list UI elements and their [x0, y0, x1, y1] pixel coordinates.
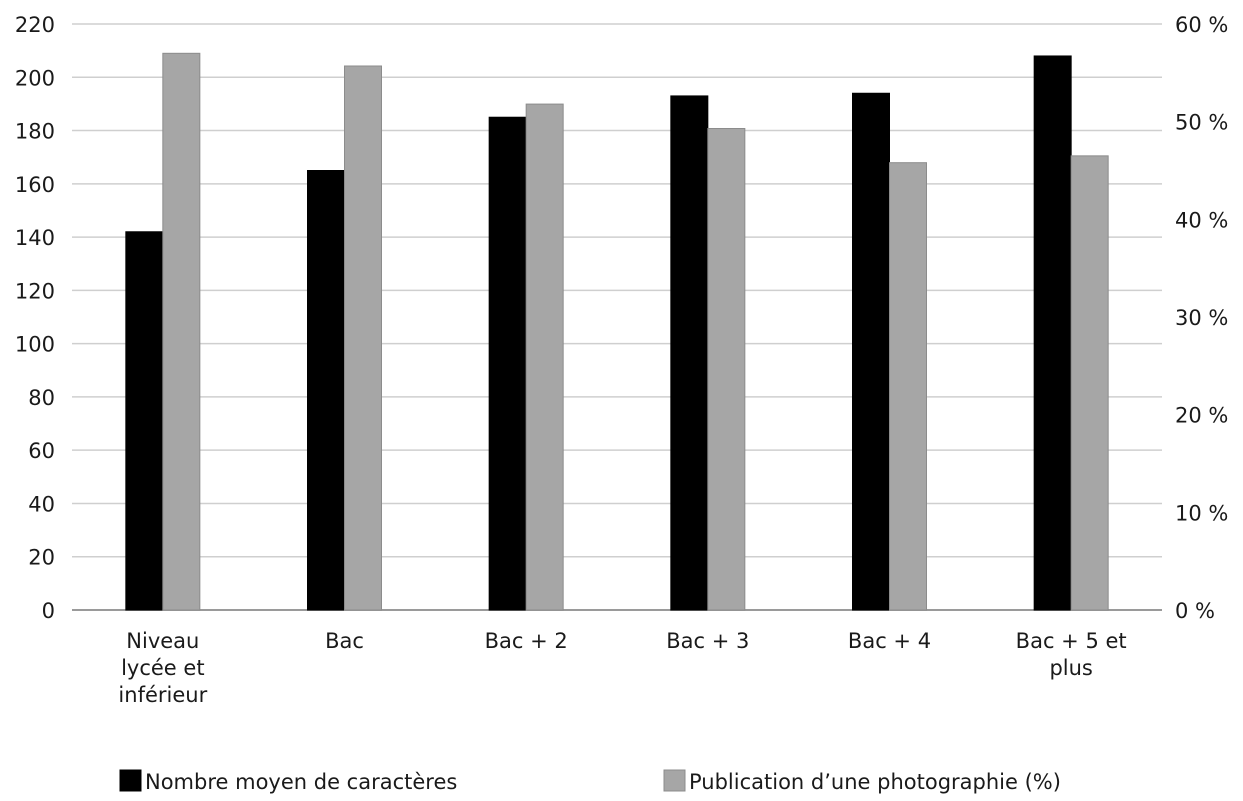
y-left-tick-label: 80 — [28, 386, 55, 410]
y-right-tick-label: 10 % — [1175, 501, 1228, 525]
category-label: Bac + 5 et plus — [1016, 629, 1127, 680]
bar-nombre-moyen — [852, 92, 890, 611]
y-left-tick-label: 120 — [15, 279, 55, 303]
bar-nombre-moyen — [125, 231, 164, 611]
y-left-tick-label: 200 — [15, 66, 55, 90]
y-left-tick-label: 140 — [15, 226, 55, 250]
y-right-tick-label: 40 % — [1175, 208, 1228, 232]
bars — [125, 52, 1109, 611]
right-axis: 0 % 10 % 20 % 30 % 40 % 50 % 60 % — [1175, 13, 1228, 623]
y-left-tick-label: 160 — [15, 173, 55, 197]
category-label: Bac + 2 — [485, 629, 568, 653]
y-right-tick-label: 60 % — [1175, 13, 1228, 37]
y-right-tick-label: 50 % — [1175, 111, 1228, 135]
legend-label: Nombre moyen de caractères — [145, 770, 457, 794]
bar-publication-photo — [1070, 155, 1109, 611]
category-label: Niveau lycée et inférieur — [118, 629, 207, 707]
y-left-tick-label: 220 — [15, 13, 55, 37]
y-left-tick-label: 0 — [42, 599, 55, 623]
bar-publication-photo — [889, 162, 927, 611]
category-label: Bac + 4 — [848, 629, 931, 653]
legend-swatch — [119, 769, 142, 792]
bar-publication-photo — [344, 65, 382, 611]
category-label: Bac — [325, 629, 364, 653]
left-axis: 0 20 40 60 80 100 120 140 160 180 200 220 — [15, 13, 55, 623]
legend: Nombre moyen de caractères Publication d’… — [119, 769, 1061, 794]
bar-nombre-moyen — [1033, 55, 1072, 611]
y-left-tick-label: 100 — [15, 333, 55, 357]
y-right-tick-label: 20 % — [1175, 404, 1228, 428]
bar-publication-photo — [162, 52, 201, 611]
y-left-tick-label: 40 — [28, 492, 55, 516]
bar-publication-photo — [707, 128, 746, 611]
category-axis: Niveau lycée et inférieur Bac Bac + 2 Bac + 3… — [118, 629, 1126, 707]
y-left-tick-label: 20 — [28, 546, 55, 570]
y-right-tick-label: 30 % — [1175, 306, 1228, 330]
category-label: Bac + 3 — [666, 629, 749, 653]
bar-nombre-moyen — [670, 95, 709, 611]
bar-publication-photo — [525, 103, 564, 611]
bar-nombre-moyen — [488, 116, 527, 611]
y-left-tick-label: 60 — [28, 439, 55, 463]
legend-label: Publication d’une photographie (%) — [689, 770, 1061, 794]
legend-swatch — [663, 769, 686, 792]
bar-nombre-moyen — [307, 170, 345, 611]
y-right-tick-label: 0 % — [1175, 599, 1215, 623]
y-left-tick-label: 180 — [15, 120, 55, 144]
gridlines — [72, 23, 1162, 611]
